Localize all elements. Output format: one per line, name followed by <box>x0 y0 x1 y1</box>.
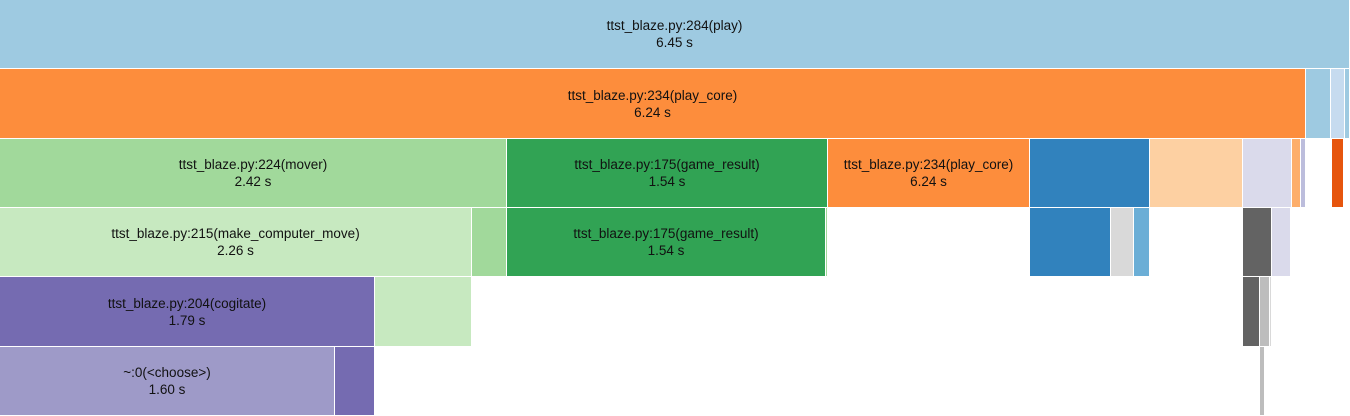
node-name: ttst_blaze.py:204(cogitate) <box>107 295 267 311</box>
icicle-node-unlabeled[interactable] <box>1111 208 1134 277</box>
icicle-node-play[interactable]: ttst_blaze.py:284(play) 6.45 s <box>0 0 1350 69</box>
node-time: 1.79 s <box>168 312 206 328</box>
node-name: ttst_blaze.py:215(make_computer_move) <box>111 226 360 241</box>
node-label: ttst_blaze.py:175(game_result) 1.54 s <box>507 156 827 190</box>
icicle-node-unlabeled[interactable] <box>472 208 507 277</box>
node-label: ttst_blaze.py:234(play_core) 6.24 s <box>0 87 1305 121</box>
icicle-node-unlabeled[interactable] <box>1030 208 1111 277</box>
node-name: ttst_blaze.py:175(game_result) <box>573 226 759 241</box>
icicle-node-unlabeled[interactable] <box>1301 139 1306 208</box>
node-name: ttst_blaze.py:284(play) <box>606 18 743 33</box>
node-name: ttst_blaze.py:234(play_core) <box>843 157 1014 172</box>
node-time: 2.26 s <box>217 243 254 258</box>
node-label: ttst_blaze.py:204(cogitate) 1.79 s <box>0 295 374 329</box>
icicle-node-unlabeled[interactable] <box>1306 69 1331 139</box>
node-time: 1.54 s <box>647 243 685 258</box>
icicle-node-choose[interactable]: ~:0(<choose>) 1.60 s <box>0 347 335 416</box>
node-name: ttst_blaze.py:224(mover) <box>178 157 328 172</box>
icicle-node-game_result[interactable]: ttst_blaze.py:175(game_result) 1.54 s <box>507 139 828 208</box>
node-time: 6.24 s <box>634 104 671 120</box>
icicle-node-unlabeled[interactable] <box>1292 139 1301 208</box>
node-label: ttst_blaze.py:215(make_computer_move) 2.2… <box>0 225 471 259</box>
icicle-node-unlabeled[interactable] <box>1134 208 1150 277</box>
node-label: ttst_blaze.py:224(mover) 2.42 s <box>0 156 506 190</box>
icicle-node-unlabeled[interactable] <box>1260 277 1270 347</box>
icicle-node-mover[interactable]: ttst_blaze.py:224(mover) 2.42 s <box>0 139 507 208</box>
icicle-node-make_computer_move[interactable]: ttst_blaze.py:215(make_computer_move) 2.2… <box>0 208 472 277</box>
icicle-node-play_core_rec[interactable]: ttst_blaze.py:234(play_core) 6.24 s <box>828 139 1030 208</box>
icicle-node-unlabeled[interactable] <box>1345 69 1350 139</box>
icicle-node-unlabeled[interactable] <box>1243 139 1292 208</box>
icicle-node-unlabeled[interactable] <box>335 347 375 416</box>
icicle-node-unlabeled[interactable] <box>1030 139 1150 208</box>
node-label: ~:0(<choose>) 1.60 s <box>0 364 334 398</box>
icicle-node-unlabeled[interactable] <box>1243 208 1272 277</box>
node-time: 6.45 s <box>656 35 693 50</box>
icicle-node-play_core[interactable]: ttst_blaze.py:234(play_core) 6.24 s <box>0 69 1306 139</box>
icicle-node-unlabeled[interactable] <box>1243 277 1260 347</box>
node-time: 1.54 s <box>648 174 686 189</box>
node-name: ttst_blaze.py:234(play_core) <box>567 87 738 103</box>
node-name: ~:0(<choose>) <box>123 365 211 380</box>
icicle-node-unlabeled[interactable] <box>1260 347 1265 416</box>
node-time: 2.42 s <box>234 174 272 189</box>
icicle-node-unlabeled[interactable] <box>1332 139 1344 208</box>
icicle-node-unlabeled[interactable] <box>826 208 828 277</box>
node-label: ttst_blaze.py:284(play) 6.45 s <box>0 17 1349 51</box>
icicle-node-game_result_2[interactable]: ttst_blaze.py:175(game_result) 1.54 s <box>507 208 826 277</box>
icicle-node-cogitate[interactable]: ttst_blaze.py:204(cogitate) 1.79 s <box>0 277 375 347</box>
icicle-node-unlabeled[interactable] <box>1331 69 1345 139</box>
node-label: ttst_blaze.py:234(play_core) 6.24 s <box>828 156 1029 190</box>
icicle-node-unlabeled[interactable] <box>1272 208 1291 277</box>
icicle-node-unlabeled[interactable] <box>375 277 472 347</box>
node-time: 6.24 s <box>910 174 947 189</box>
node-label: ttst_blaze.py:175(game_result) 1.54 s <box>507 225 825 259</box>
icicle-node-unlabeled[interactable] <box>1270 277 1272 347</box>
icicle-node-unlabeled[interactable] <box>1150 139 1243 208</box>
node-name: ttst_blaze.py:175(game_result) <box>574 157 760 172</box>
node-time: 1.60 s <box>148 382 186 397</box>
